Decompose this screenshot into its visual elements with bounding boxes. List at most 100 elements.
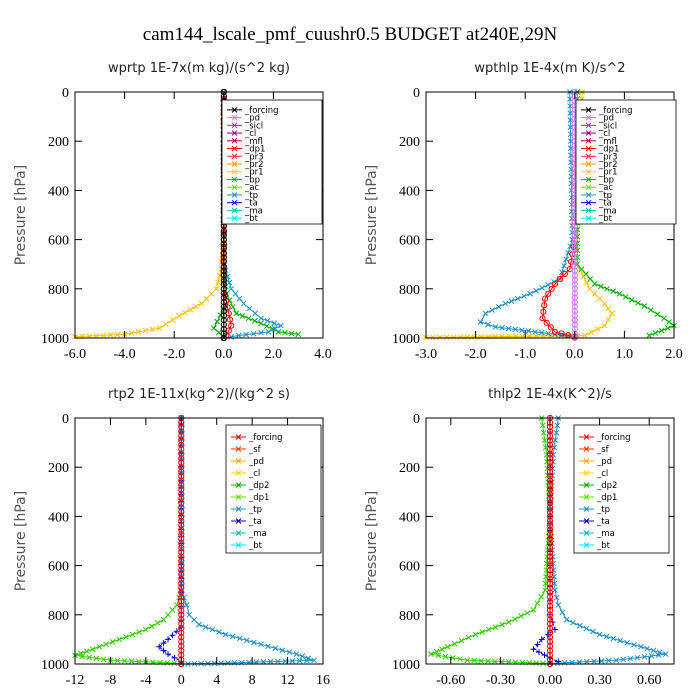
data-point [178,625,185,632]
data-point [552,437,559,443]
data-point [235,332,242,339]
data-point [545,290,552,297]
legend: _forcing_pd_sicl_cl_mfl_dp1_pr3_pr2_pr1_… [575,99,677,225]
data-point [208,290,215,297]
data-point [165,611,171,618]
x-tick-label: -0.60 [436,673,465,688]
data-point [541,651,548,658]
data-point [569,229,576,236]
data-point [553,429,560,436]
data-point [540,308,547,315]
legend-label: _tp [596,505,610,515]
data-point [220,263,227,270]
data-point [571,263,578,270]
panels: wprtp 1E-7x(m kg)/(s^2 kg) Pressure [hPa]… [13,61,683,688]
legend-marker [231,130,238,136]
data-point [220,245,227,252]
y-tick-label: 600 [48,560,69,575]
legend-box [225,424,322,554]
data-point [218,660,224,666]
data-point [114,657,121,664]
data-point [472,631,479,638]
data-point [650,647,657,654]
series-line [429,417,551,664]
legend-label: _pr3 [244,152,264,162]
data-point [546,464,554,471]
legend-marker [585,184,592,191]
legend-marker [585,192,592,198]
data-point [530,646,537,653]
data-point [571,299,578,306]
legend-marker [585,122,592,129]
legend-label: _dp1 [596,493,617,503]
data-point [628,297,635,303]
data-point [571,294,578,301]
data-point [79,653,85,660]
legend-marker [583,458,590,464]
data-point [232,290,239,297]
data-point [220,308,227,315]
data-point [546,441,554,448]
data-point [183,602,190,608]
data-point [178,477,185,484]
data-point [512,326,519,333]
legend-label: _dp1 [598,145,619,155]
legend-marker [583,506,590,512]
data-point [93,332,100,339]
data-point [553,594,560,601]
data-point [568,180,575,187]
data-point [546,598,554,605]
data-point [211,325,217,332]
data-point [546,508,554,516]
legend-marker [231,192,238,198]
data-point [620,656,627,663]
data-point [178,558,185,565]
series-line [479,91,575,338]
data-point [209,626,216,633]
data-point [542,587,548,594]
chart-panel-1: wprtp 1E-7x(m kg)/(s^2 kg) Pressure [hPa]… [13,61,332,362]
legend-marker [235,494,242,500]
data-point [571,245,578,252]
chart-panel-3: rtp2 1E-11x(kg^2)/(kg^2 s) Pressure [hPa]… [13,387,330,688]
series-ta [156,415,185,665]
x-tick-label: -12 [66,673,85,688]
data-point [576,622,583,629]
legend-label: _sicl [244,121,263,131]
data-point [220,236,227,243]
data-point [601,300,608,307]
data-point [178,634,185,641]
data-point [546,486,554,493]
data-point [546,499,554,507]
data-point [225,310,232,317]
data-point [532,328,538,335]
legend-marker [231,176,238,183]
data-point [563,256,569,263]
data-point [191,616,197,623]
legend-label: _pr1 [244,168,264,178]
legend-marker [583,518,590,524]
x-tick-label: 0.30 [587,673,612,688]
data-point [616,290,623,297]
data-point [272,645,279,652]
figure-title: cam144_lscale_pmf_cuushr0.5 BUDGET at240… [143,24,558,45]
legend-marker [235,506,242,512]
y-axis-label: Pressure [hPa] [13,165,29,265]
data-point [604,285,610,292]
x-tick-label: -4.0 [114,347,136,362]
data-point [485,321,491,328]
data-point [178,446,185,453]
data-point [211,660,218,667]
data-point [436,334,443,341]
data-point [530,607,537,613]
data-point [546,495,554,502]
legend-marker [235,446,242,452]
data-point [551,328,559,335]
x-tick-label: -6.0 [64,347,86,362]
data-point [631,641,637,648]
data-point [662,651,669,658]
legend-label: _forcing [598,106,633,116]
data-point [478,657,484,664]
data-point [534,641,541,648]
legend-label: _bp [244,175,260,185]
